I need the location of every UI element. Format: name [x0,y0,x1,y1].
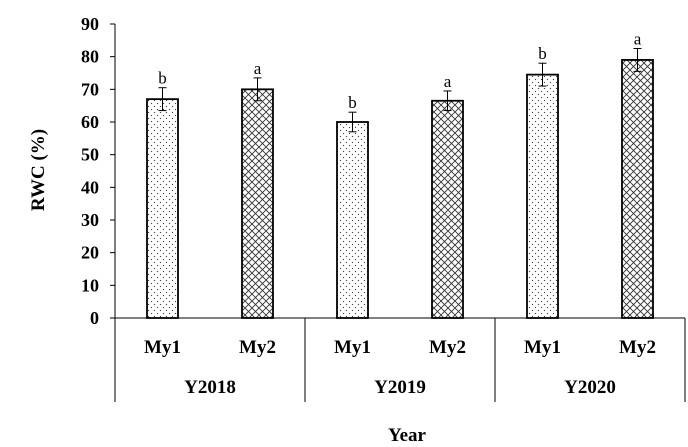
category-label: My2 [429,337,466,358]
significance-letter: a [634,30,642,49]
y-tick-label: 0 [90,308,99,328]
significance-letter: a [444,72,452,91]
bar-y2018-my2 [241,88,274,319]
y-tick-label: 10 [81,275,99,295]
plot-area: 0 10 20 30 40 50 60 70 80 90 b My1 a My2 b My1 a My2 b My1 a… [81,14,686,402]
category-label: My1 [334,337,371,358]
significance-letter: a [254,59,262,78]
category-label: My1 [144,337,181,358]
significance-letter: b [158,69,167,88]
bar-y2018-my1 [146,98,179,319]
significance-letter: b [348,93,357,112]
category-label: My2 [619,337,656,358]
y-tick-label: 80 [81,47,99,67]
y-tick-label: 30 [81,210,99,230]
y-tick-label: 70 [81,79,99,99]
y-tick-label: 40 [81,177,99,197]
y-axis-title: RWC (%) [28,129,49,211]
category-label: My1 [524,337,561,358]
significance-letter: b [538,44,547,63]
y-tick-label: 20 [81,243,99,263]
bar-y2019-my1 [336,121,369,319]
x-axis-title: Year [388,425,427,446]
group-label: Y2019 [374,377,426,398]
group-label: Y2018 [184,377,236,398]
bar-y2019-my2 [431,99,464,319]
y-tick-label: 60 [81,112,99,132]
bar-y2020-my2 [621,59,654,319]
category-label: My2 [239,337,276,358]
group-label: Y2020 [564,377,616,398]
y-tick-label: 50 [81,145,99,165]
y-tick-label: 90 [81,14,99,34]
bar-y2020-my1 [526,73,559,319]
